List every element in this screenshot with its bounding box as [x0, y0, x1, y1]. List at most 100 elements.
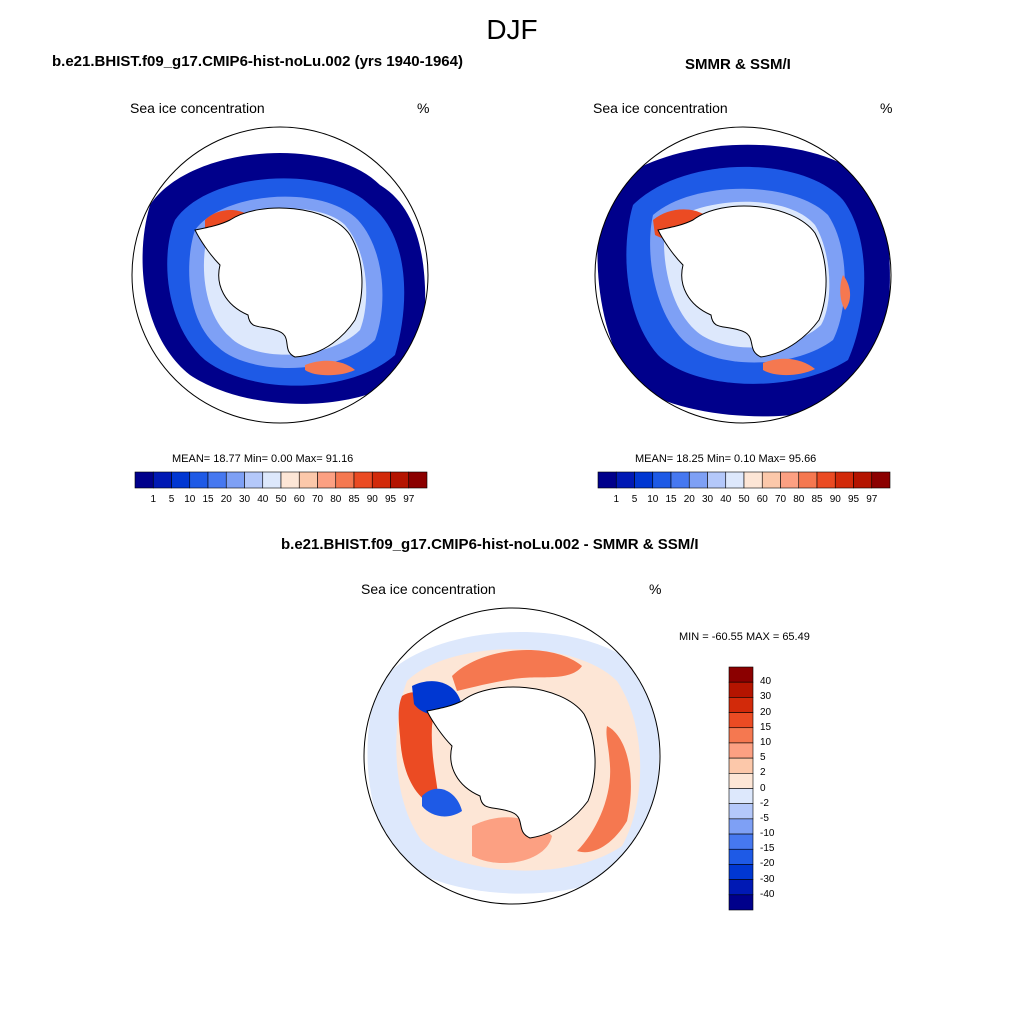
colorbar-swatch: [688, 471, 708, 489]
colorbar-tick-label: -2: [760, 797, 769, 809]
colorbar-swatch: [207, 471, 227, 489]
colorbar-tick-label: 40: [760, 676, 772, 688]
colorbar-tick-label: -15: [760, 843, 775, 855]
diff-stats: MIN = -60.55 MAX = 65.49: [679, 631, 810, 643]
colorbar-swatch: [390, 471, 410, 489]
colorbar-tick-label: 30: [238, 494, 251, 505]
model-left-label: Sea ice concentration: [130, 100, 265, 116]
colorbar-tick-label: 85: [348, 494, 360, 505]
colorbar-tick-label: 5: [760, 752, 766, 764]
colorbar-swatch: [728, 848, 754, 865]
colorbar-tick-label: 97: [866, 494, 878, 505]
diff-left-label: Sea ice concentration: [361, 581, 496, 597]
colorbar-tick-label: -10: [760, 828, 775, 840]
colorbar-swatch: [707, 471, 727, 489]
colorbar-swatch: [615, 471, 635, 489]
obs-colorbar: [597, 471, 891, 489]
diff-colorbar: [728, 666, 754, 911]
colorbar-tick-label: 95: [384, 494, 397, 505]
diff-blue-bell: [422, 788, 462, 817]
model-colorbar: [134, 471, 428, 489]
diff-red-west: [398, 692, 439, 806]
colorbar-tick-label: 20: [760, 706, 772, 718]
colorbar-tick-label: 60: [756, 494, 768, 505]
colorbar-swatch: [152, 471, 172, 489]
colorbar-swatch: [189, 471, 209, 489]
colorbar-tick-label: 95: [847, 494, 860, 505]
colorbar-swatch: [728, 666, 754, 683]
colorbar-swatch: [652, 471, 672, 489]
colorbar-tick-label: 1: [613, 494, 620, 505]
colorbar-swatch: [728, 894, 754, 911]
colorbar-swatch: [280, 471, 300, 489]
colorbar-swatch: [244, 471, 264, 489]
obs-left-label: Sea ice concentration: [593, 100, 728, 116]
colorbar-tick-label: 85: [811, 494, 823, 505]
antarctica-land: [426, 686, 596, 839]
ice-high-east: [840, 275, 851, 310]
colorbar-tick-label: 15: [760, 721, 772, 733]
colorbar-swatch: [728, 712, 754, 729]
colorbar-tick-label: 1: [150, 494, 157, 505]
colorbar-tick-label: -20: [760, 858, 775, 870]
colorbar-tick-label: 90: [366, 494, 378, 505]
colorbar-tick-label: 90: [829, 494, 841, 505]
colorbar-swatch: [728, 864, 754, 880]
colorbar-swatch: [225, 471, 245, 489]
colorbar-tick-label: 50: [738, 494, 750, 505]
antarctica-land: [657, 205, 827, 358]
colorbar-swatch: [853, 471, 873, 489]
diff-red-east: [577, 726, 631, 853]
colorbar-tick-label: 80: [330, 494, 342, 505]
colorbar-tick-label: 5: [168, 494, 175, 505]
colorbar-swatch: [798, 471, 818, 489]
colorbar-swatch: [634, 471, 654, 489]
colorbar-tick-label: 5: [631, 494, 638, 505]
colorbar-tick-label: 30: [760, 691, 772, 703]
colorbar-tick-label: 40: [720, 494, 732, 505]
colorbar-swatch: [597, 471, 617, 489]
ice-high-ross: [305, 360, 355, 376]
colorbar-tick-label: -40: [760, 888, 775, 900]
diff-polar-map: [363, 607, 661, 905]
colorbar-tick-label: 15: [665, 494, 677, 505]
colorbar-tick-label: 0: [760, 782, 766, 794]
colorbar-swatch: [816, 471, 836, 489]
colorbar-tick-label: 20: [683, 494, 695, 505]
colorbar-swatch: [670, 471, 690, 489]
colorbar-tick-label: 10: [184, 494, 196, 505]
colorbar-swatch: [725, 471, 745, 489]
antarctica-land: [194, 207, 363, 358]
colorbar-tick-label: 70: [311, 494, 324, 505]
colorbar-swatch: [728, 818, 754, 835]
colorbar-swatch: [761, 471, 781, 489]
colorbar-swatch: [728, 773, 754, 789]
colorbar-swatch: [134, 471, 154, 489]
colorbar-swatch: [317, 471, 337, 489]
diff-panel-title: b.e21.BHIST.f09_g17.CMIP6-hist-noLu.002 …: [281, 536, 699, 553]
colorbar-tick-label: 70: [774, 494, 787, 505]
model-units-label: %: [417, 100, 430, 116]
colorbar-swatch: [371, 471, 391, 489]
colorbar-tick-label: 15: [202, 494, 214, 505]
colorbar-swatch: [728, 697, 754, 713]
main-title: DJF: [486, 14, 538, 45]
colorbar-swatch: [728, 788, 754, 804]
colorbar-tick-label: 10: [647, 494, 659, 505]
colorbar-swatch: [728, 833, 754, 850]
colorbar-tick-label: -5: [760, 812, 769, 824]
obs-units-label: %: [880, 100, 893, 116]
colorbar-swatch: [728, 757, 754, 774]
model-panel-title: b.e21.BHIST.f09_g17.CMIP6-hist-noLu.002 …: [52, 53, 463, 70]
colorbar-swatch: [728, 879, 754, 896]
colorbar-tick-label: 10: [760, 736, 772, 748]
colorbar-swatch: [834, 471, 854, 489]
colorbar-swatch: [728, 727, 754, 744]
colorbar-swatch: [335, 471, 355, 489]
obs-panel-title: SMMR & SSM/I: [685, 56, 791, 73]
colorbar-swatch: [743, 471, 763, 489]
colorbar-swatch: [780, 471, 800, 489]
colorbar-swatch: [262, 471, 282, 489]
diff-red-north: [452, 649, 582, 691]
colorbar-swatch: [728, 803, 754, 820]
